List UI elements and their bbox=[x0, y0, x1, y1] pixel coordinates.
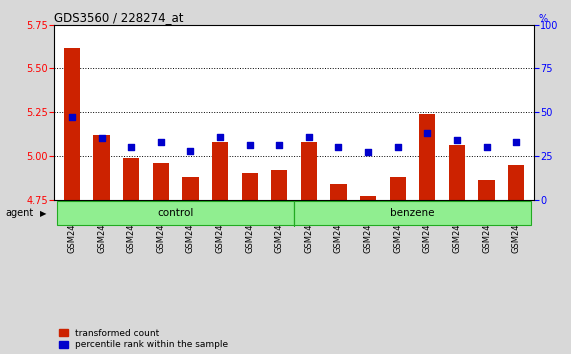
Bar bbox=[152, 163, 169, 200]
Bar bbox=[389, 177, 406, 200]
Point bbox=[393, 144, 402, 150]
Point bbox=[245, 143, 254, 148]
Bar bbox=[94, 135, 110, 200]
FancyBboxPatch shape bbox=[57, 201, 294, 225]
Legend: transformed count, percentile rank within the sample: transformed count, percentile rank withi… bbox=[59, 329, 228, 349]
Bar bbox=[123, 158, 139, 200]
Point bbox=[334, 144, 343, 150]
Text: %: % bbox=[538, 14, 548, 24]
Text: GDS3560 / 228274_at: GDS3560 / 228274_at bbox=[54, 11, 184, 24]
Bar bbox=[212, 142, 228, 200]
Bar bbox=[242, 173, 258, 200]
Point bbox=[275, 143, 284, 148]
Point bbox=[452, 137, 461, 143]
Point bbox=[156, 139, 166, 145]
Bar bbox=[64, 47, 80, 200]
Bar bbox=[478, 181, 494, 200]
Bar bbox=[271, 170, 287, 200]
Point bbox=[127, 144, 136, 150]
Text: agent: agent bbox=[6, 208, 34, 218]
Point bbox=[423, 130, 432, 136]
Bar bbox=[419, 114, 436, 200]
Point bbox=[97, 136, 106, 141]
Point bbox=[67, 115, 77, 120]
Text: control: control bbox=[158, 207, 194, 218]
Bar bbox=[449, 145, 465, 200]
Text: benzene: benzene bbox=[390, 207, 435, 218]
Text: ▶: ▶ bbox=[40, 209, 46, 218]
Point bbox=[512, 139, 521, 145]
Point bbox=[364, 150, 373, 155]
Point bbox=[304, 134, 313, 139]
Point bbox=[186, 148, 195, 154]
Bar bbox=[182, 177, 199, 200]
Bar bbox=[331, 184, 347, 200]
Point bbox=[482, 144, 491, 150]
Bar bbox=[508, 165, 524, 200]
Bar bbox=[301, 142, 317, 200]
Point bbox=[215, 134, 224, 139]
FancyBboxPatch shape bbox=[294, 201, 531, 225]
Bar bbox=[360, 196, 376, 200]
